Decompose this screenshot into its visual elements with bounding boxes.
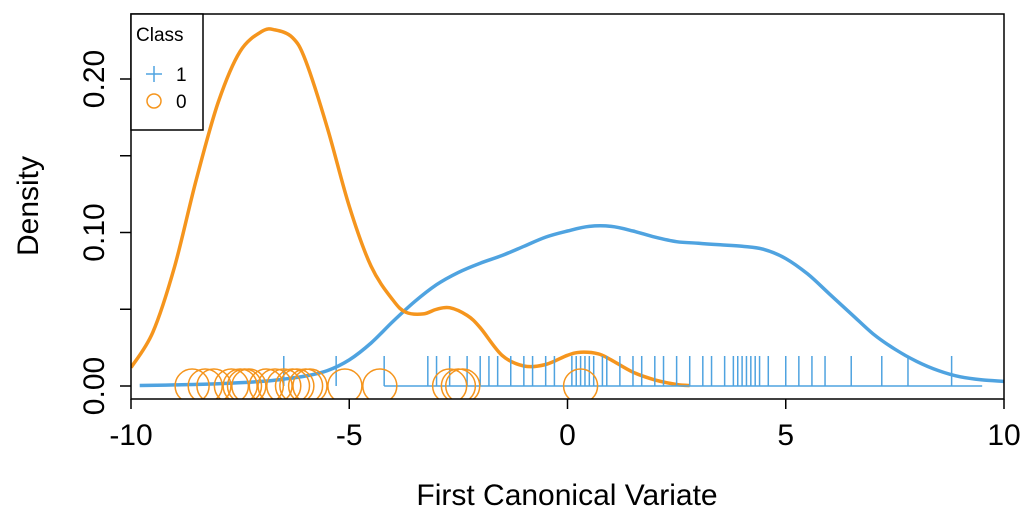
legend-plus-marker — [146, 66, 162, 82]
density-line-class-1 — [139, 224, 1004, 388]
rug-circle-mark — [279, 368, 315, 399]
y-axis-label: Density — [12, 156, 45, 256]
legend-label-0: 0 — [176, 92, 187, 113]
x-tick-label: 10 — [987, 419, 1020, 452]
rug-circle-mark — [362, 368, 398, 399]
density-line-class-0 — [131, 27, 690, 388]
y-tick-label: 0.00 — [78, 357, 111, 415]
legend-entry-0: 0 — [146, 92, 187, 113]
rug-circle-mark — [562, 368, 599, 399]
x-tick-label: -5 — [336, 419, 363, 452]
y-axis: 0.00 0.10 0.20 — [78, 50, 131, 415]
legend-circle-marker — [146, 93, 162, 109]
legend-title: Class — [136, 25, 184, 46]
x-axis-label: First Canonical Variate — [416, 479, 717, 512]
rug-circle-mark — [196, 368, 232, 399]
rug-circle-mark — [327, 368, 363, 399]
rug-circle-mark — [292, 368, 328, 399]
x-tick-label: 0 — [559, 419, 576, 452]
legend: Class 1 0 — [130, 13, 204, 131]
rug-circle-mark — [231, 368, 267, 399]
rug-marks — [174, 356, 983, 399]
legend-label-1: 1 — [176, 65, 187, 86]
x-tick-label: 5 — [777, 419, 794, 452]
legend-box — [130, 13, 204, 131]
rug-circle-mark — [213, 368, 250, 399]
y-tick-label: 0.10 — [78, 203, 111, 261]
y-tick-label: 0.20 — [78, 50, 111, 108]
rug-circle-mark — [444, 368, 481, 399]
plot-frame — [130, 13, 1005, 400]
x-tick-label: -10 — [109, 419, 152, 452]
density-curves — [131, 27, 1004, 388]
x-axis: -10 -5 0 5 10 — [109, 399, 1021, 452]
rug-circle-mark — [248, 368, 285, 399]
legend-entry-1: 1 — [146, 65, 187, 86]
rug-circle-mark — [187, 368, 223, 399]
rug-circle-mark — [174, 368, 210, 399]
rug-circle-mark — [431, 368, 468, 399]
rug-circle-mark — [266, 368, 302, 399]
rug-circle-mark — [257, 368, 293, 399]
